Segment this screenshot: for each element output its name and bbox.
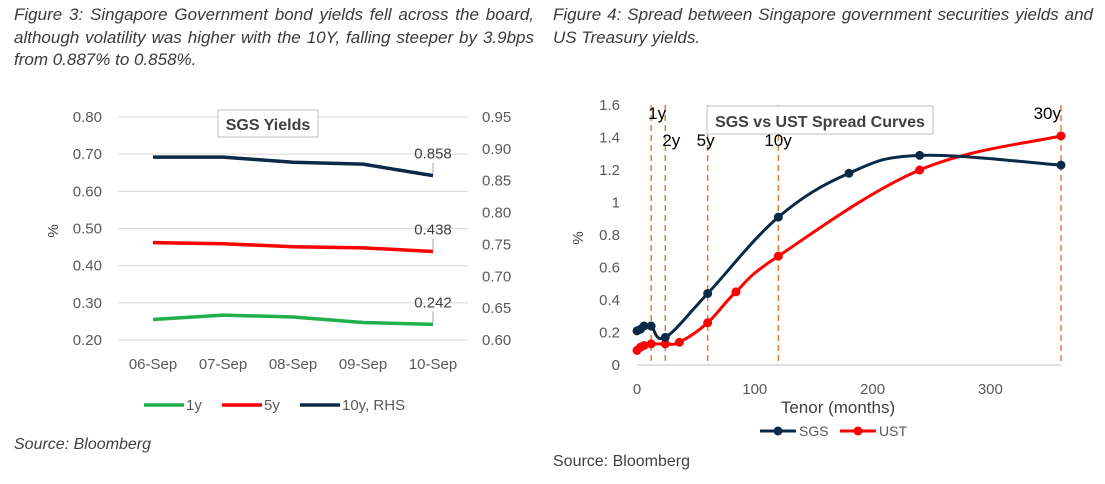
chart2-y-tick-label: 1.6 xyxy=(599,97,620,114)
chart2-y-tick-label: 0 xyxy=(612,357,620,374)
chart1-right-tick-label: 0.90 xyxy=(482,141,511,158)
chart1-y-tick-label: 0.70 xyxy=(73,146,102,163)
chart2-title: SGS vs UST Spread Curves xyxy=(715,114,925,131)
chart1-title-box xyxy=(217,109,319,138)
chart2-series-line-SGS xyxy=(636,153,1062,341)
chart1-y-tick-label: 0.80 xyxy=(73,109,102,126)
chart1-x-tick-label: 07-Sep xyxy=(199,356,247,373)
chart2-point-UST xyxy=(703,318,713,328)
chart2-legend-label: SGS xyxy=(799,423,829,439)
chart2-y-tick-label: 0.8 xyxy=(599,227,620,244)
figure-4-source: Source: Bloomberg xyxy=(553,453,690,470)
chart2-y-tick-label: 1 xyxy=(612,195,620,212)
chart1-gridlines xyxy=(118,116,468,341)
chart2-reference-label: 5y xyxy=(697,131,715,150)
chart2-reference-label: 30y xyxy=(1034,104,1062,123)
chart1-data-labels: 0.858 0.438 0.242 xyxy=(414,146,452,323)
chart1-x-tick-label: 10-Sep xyxy=(409,356,457,373)
chart2-point-SGS xyxy=(660,332,670,342)
chart1-right-tick-label: 0.60 xyxy=(482,332,511,349)
chart2-legend: SGS UST xyxy=(760,423,907,439)
chart1-y-tick-label: 0.50 xyxy=(73,221,102,238)
chart2-point-UST xyxy=(915,165,925,175)
chart2-series-lines xyxy=(635,134,1062,352)
chart2-point-SGS xyxy=(703,289,713,298)
chart1-x-tick-label: 06-Sep xyxy=(129,356,177,373)
chart2-point-UST xyxy=(773,251,783,261)
chart2-point-UST xyxy=(674,337,684,347)
chart1-right-tick-label: 0.70 xyxy=(482,268,511,285)
chart1-y-tick-label: 0.40 xyxy=(73,258,102,275)
chart1-y-axis-label: % xyxy=(45,224,62,237)
chart2-x-tick-label: 100 xyxy=(742,381,767,398)
chart2-point-SGS xyxy=(915,150,925,160)
chart2-point-SGS xyxy=(646,321,656,331)
chart2-point-UST xyxy=(660,339,670,349)
chart1-right-tick-label: 0.75 xyxy=(482,236,511,253)
figure-3-source: Source: Bloomberg xyxy=(14,436,151,453)
chart1-y-tick-label: 0.20 xyxy=(73,332,102,349)
chart1-title: SGS Yields xyxy=(226,117,311,134)
chart2-x-tick-label: 300 xyxy=(978,381,1003,398)
chart2-legend-label: UST xyxy=(879,423,907,439)
chart1-y-tick-label: 0.30 xyxy=(73,295,102,312)
chart2-series-points xyxy=(632,131,1066,355)
chart2-point-SGS xyxy=(844,168,854,178)
chart1-series-lines xyxy=(152,155,434,327)
chart2-y-tick-label: 0.4 xyxy=(599,292,620,309)
chart1-right-axis: 0.60 0.65 0.70 0.75 0.80 0.85 0.90 0.95 xyxy=(482,109,511,349)
chart2-y-tick-label: 1.4 xyxy=(599,130,620,147)
chart2-point-UST xyxy=(646,339,656,349)
chart2-reference-label: 1y xyxy=(648,104,666,123)
chart1-right-tick-label: 0.65 xyxy=(482,300,511,317)
chart1-legend: 1y 5y 10y, RHS xyxy=(144,397,405,414)
chart1-legend-label: 10y, RHS xyxy=(342,397,405,414)
chart1-right-tick-label: 0.80 xyxy=(482,205,511,222)
chart2-legend-marker xyxy=(773,426,783,436)
chart2-x-axis-label: Tenor (months) xyxy=(781,398,895,417)
chart2-reference-lines xyxy=(650,105,1062,365)
chart1-x-tick-label: 08-Sep xyxy=(269,356,317,373)
chart2-axes: 0 0.2 0.4 0.6 0.8 1 1.2 1.4 1.6 0 100 200 300 xyxy=(599,97,1061,398)
chart2-legend-marker xyxy=(853,426,863,436)
chart1-data-label: 0.858 xyxy=(414,146,452,163)
figure-4-caption: Figure 4: Spread between Singapore gover… xyxy=(553,5,1093,47)
chart2-point-SGS xyxy=(773,212,783,222)
chart1-series-line-10y xyxy=(153,155,434,178)
chart1-data-label: 0.438 xyxy=(414,222,452,239)
chart2-series-line-UST xyxy=(635,134,1062,352)
chart2-y-tick-label: 0.6 xyxy=(599,260,620,277)
chart1-series-line-1y xyxy=(152,313,434,327)
chart2-reference-label: 10y xyxy=(764,131,792,150)
chart2-title-box xyxy=(706,105,934,135)
chart1-data-label: 0.242 xyxy=(414,294,452,311)
chart2-point-SGS xyxy=(639,321,649,331)
chart1-right-tick-label: 0.95 xyxy=(482,109,511,126)
chart1-right-tick-label: 0.85 xyxy=(482,173,511,190)
chart1-x-tick-label: 09-Sep xyxy=(339,356,387,373)
chart2-x-tick-label: 0 xyxy=(633,381,641,398)
chart2-point-UST xyxy=(731,287,741,297)
chart1-series-line-5y xyxy=(152,240,434,254)
chart2-point-UST xyxy=(639,341,649,350)
chart2-y-axis-label: % xyxy=(570,231,587,244)
chart1-x-axis: 06-Sep 07-Sep 08-Sep 09-Sep 10-Sep xyxy=(129,356,457,373)
chart2-point-UST xyxy=(1056,131,1066,141)
chart1-legend-label: 5y xyxy=(264,397,280,414)
figure-3-caption: Figure 3: Singapore Government bond yiel… xyxy=(14,5,534,69)
chart2-point-SGS xyxy=(1056,160,1066,170)
chart2-x-tick-label: 200 xyxy=(860,381,885,398)
chart2-y-tick-label: 1.2 xyxy=(599,162,620,179)
chart1-left-axis: 0.20 0.30 0.40 0.50 0.60 0.70 0.80 xyxy=(73,109,102,349)
chart2-y-tick-label: 0.2 xyxy=(599,325,620,342)
chart1-y-tick-label: 0.60 xyxy=(73,183,102,200)
chart2-reference-labels: 1y 2y 5y 10y 30y xyxy=(648,104,1061,150)
chart2-reference-label: 2y xyxy=(662,131,680,150)
chart1-legend-label: 1y xyxy=(186,397,202,414)
